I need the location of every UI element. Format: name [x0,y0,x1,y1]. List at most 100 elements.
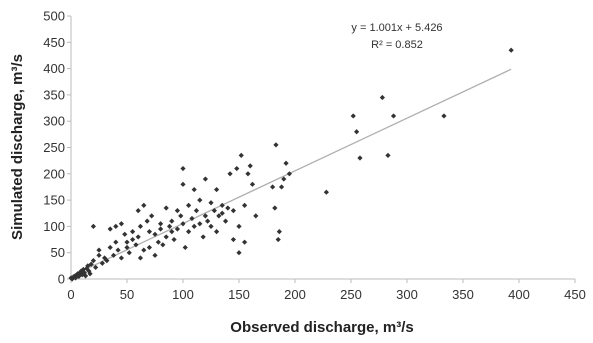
data-point [186,202,192,208]
y-axis-title: Simulated discharge, m³/s [9,54,26,240]
data-point [390,113,397,119]
axes [70,16,575,280]
x-tick-label: 400 [508,287,530,302]
data-point [174,226,180,232]
data-point [208,223,214,229]
data-point [130,236,136,243]
data-point [242,239,248,245]
data-point [245,171,251,177]
y-tick-label: 0 [58,272,65,287]
x-axis-title: Observed discharge, m³/s [230,319,413,336]
data-point [211,208,217,214]
data-point [160,242,166,248]
data-point [155,239,161,245]
data-point [158,221,164,227]
data-point [130,229,136,235]
y-tick-label: 350 [43,87,65,102]
data-point [253,213,259,219]
data-point [149,213,155,219]
y-tick-label: 150 [43,193,65,208]
y-tick-label: 500 [43,9,65,24]
data-point [234,165,240,172]
data-point [85,263,91,269]
x-tick-label: 150 [228,287,250,302]
data-point [216,213,222,219]
data-point [133,242,139,248]
data-point [354,129,360,135]
data-point [202,213,208,219]
data-point [110,252,117,258]
data-point [270,184,276,190]
data-point [276,229,282,235]
data-point [186,229,192,235]
data-point [281,176,287,182]
data-point [200,234,206,240]
data-point [137,223,144,229]
y-tick-label: 450 [43,35,65,50]
data-point [135,234,141,240]
data-point [122,231,128,237]
data-point [93,264,99,271]
data-point [508,47,514,53]
data-point [86,268,92,274]
data-point [273,142,279,148]
data-point [78,268,84,274]
data-point [278,184,285,190]
data-point [87,271,93,277]
data-point [88,261,94,267]
data-point [158,226,164,232]
data-point [191,186,197,193]
data-point [96,247,102,253]
data-point [193,208,200,214]
data-point [141,247,147,253]
data-point [126,250,132,256]
data-point [102,255,108,261]
x-tick-label: 350 [452,287,474,302]
data-point [90,257,96,264]
data-point [222,218,229,224]
data-point [350,113,356,119]
data-point [137,255,144,261]
data-point [275,236,281,243]
trendline-equation: y = 1.001x + 5.426 [351,22,442,34]
data-point [180,181,186,187]
data-point [144,218,150,224]
data-point [238,152,244,158]
data-point [113,239,119,245]
data-point [182,244,188,251]
data-point [163,205,169,211]
data-point [169,218,175,224]
data-point [146,244,152,251]
data-point [180,165,186,172]
data-point [141,202,147,208]
data-point [197,197,203,203]
y-tick-labels: 0 50 100 150 200 250 300 350 400 450 500 [43,9,71,287]
y-tick-label: 100 [43,219,65,234]
y-tick-label: 200 [43,166,65,181]
x-tick-label: 300 [396,287,418,302]
data-point [124,239,130,245]
data-point [178,213,184,219]
data-point [171,236,177,243]
data-point [249,181,256,187]
data-point [357,155,363,161]
data-point [163,234,169,240]
x-tick-labels: 0 50 100 150 200 250 300 350 400 450 [67,279,586,302]
data-point [227,171,233,177]
y-tick-label: 250 [43,140,65,155]
data-point [107,226,113,232]
data-point [118,221,124,227]
data-point [214,229,220,235]
y-tick-label: 400 [43,61,65,76]
data-point [174,208,180,214]
data-point [385,152,391,158]
data-point [135,208,141,214]
r-squared-label: R² = 0.852 [371,39,423,51]
data-point [272,205,278,211]
data-point [104,257,110,264]
data-point [208,200,214,206]
data-point [99,260,105,266]
x-tick-label: 200 [284,287,306,302]
